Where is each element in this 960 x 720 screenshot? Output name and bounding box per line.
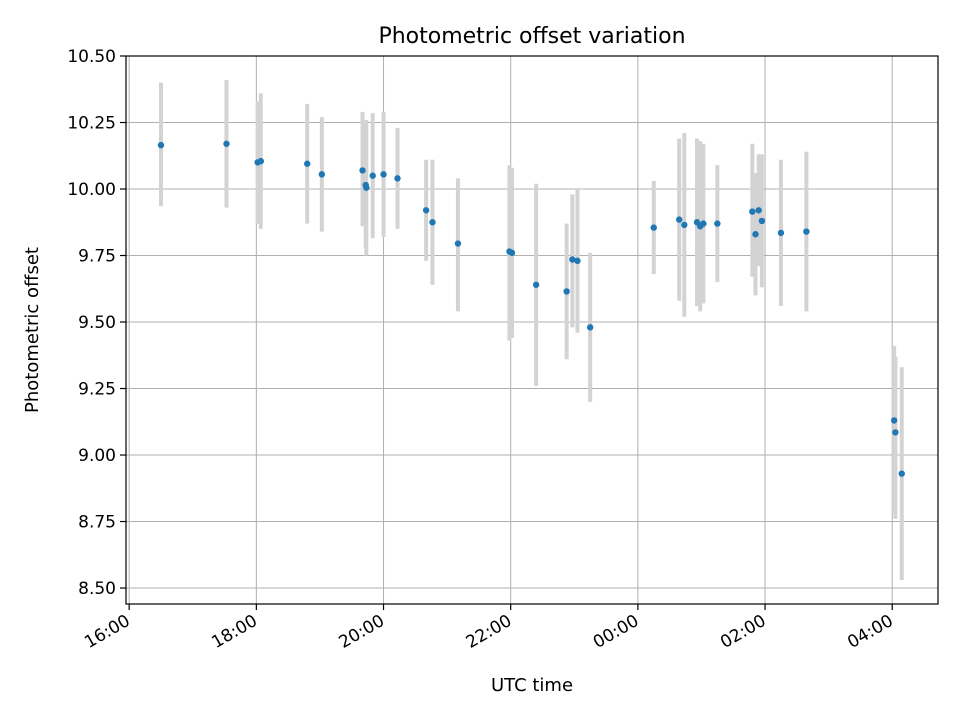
y-tick-label: 9.50 [78, 313, 116, 333]
data-point [157, 141, 165, 149]
chart-title: Photometric offset variation [378, 24, 685, 49]
y-axis-label: Photometric offset [22, 247, 43, 413]
data-point [586, 324, 594, 331]
data-point [676, 216, 683, 223]
data-point [569, 256, 576, 263]
data-point [890, 417, 898, 424]
x-axis-label: UTC time [491, 675, 573, 696]
data-point [803, 228, 810, 235]
data-point [223, 140, 230, 147]
data-point [257, 157, 265, 165]
y-tick-label: 9.75 [78, 247, 116, 267]
data-point [380, 171, 387, 178]
data-point [650, 224, 657, 231]
data-point [758, 217, 766, 225]
y-tick-label: 9.25 [78, 380, 116, 400]
data-point [318, 171, 326, 178]
data-point [394, 175, 401, 182]
data-point [532, 281, 540, 288]
y-tick-label: 8.75 [78, 513, 116, 533]
y-tick-label: 9.00 [78, 446, 116, 466]
data-point [752, 231, 759, 238]
data-point [777, 229, 785, 237]
data-point [363, 184, 370, 191]
y-tick-label: 10.25 [67, 114, 116, 134]
y-tick-label: 10.50 [67, 47, 116, 67]
data-point [755, 207, 762, 214]
data-point [422, 207, 430, 214]
data-point [700, 220, 707, 227]
data-point [429, 219, 436, 226]
data-point [574, 257, 581, 265]
point-layer [157, 140, 905, 477]
data-point [749, 208, 756, 215]
data-point [892, 429, 899, 436]
data-point [369, 172, 376, 179]
data-point [898, 470, 905, 477]
axes-frame [125, 55, 939, 605]
data-point [714, 220, 721, 227]
data-point [359, 167, 366, 174]
data-point [508, 249, 516, 257]
data-point [304, 160, 311, 167]
y-tick-label: 8.50 [78, 579, 116, 599]
data-point [681, 221, 688, 229]
data-point [454, 240, 462, 247]
y-tick-label: 10.00 [67, 180, 116, 200]
data-point [563, 288, 570, 295]
